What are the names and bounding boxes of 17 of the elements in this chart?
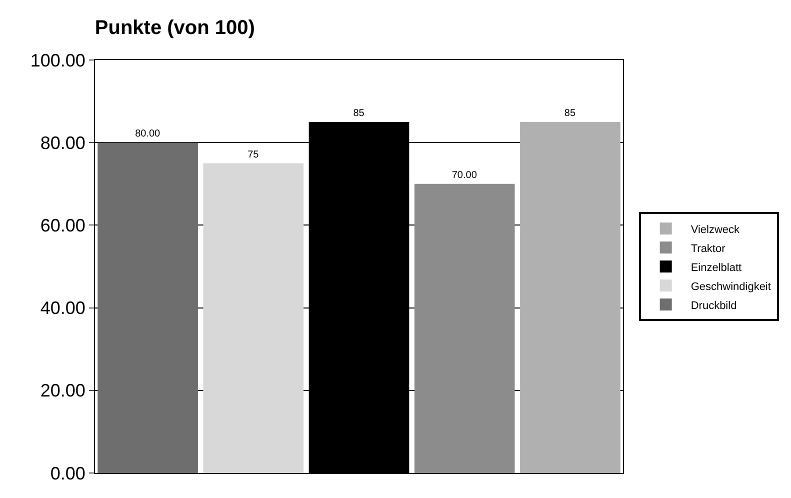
legend-label: Einzelblatt: [690, 262, 742, 274]
y-tick-label: 80.00: [40, 132, 86, 153]
legend-label: Vielzweck: [690, 224, 740, 236]
legend-label: Druckbild: [690, 300, 737, 312]
data-label: 70.00: [452, 170, 478, 181]
data-label: 85: [353, 108, 365, 119]
legend-label: Traktor: [690, 242, 726, 255]
y-tick-label: 100.00: [30, 50, 86, 70]
data-label: 80.00: [135, 128, 161, 140]
data-label: 75: [248, 149, 260, 160]
y-tick-label: 20.00: [40, 380, 86, 401]
y-tick-label: 40.00: [40, 298, 86, 318]
legend-label: Geschwindigkeit: [690, 280, 771, 293]
y-tick-label: 60.00: [40, 216, 86, 236]
chart-title: Punkte (von 100): [94, 16, 255, 39]
y-tick-label: 0.00: [50, 463, 86, 484]
data-label: 85: [564, 108, 576, 119]
